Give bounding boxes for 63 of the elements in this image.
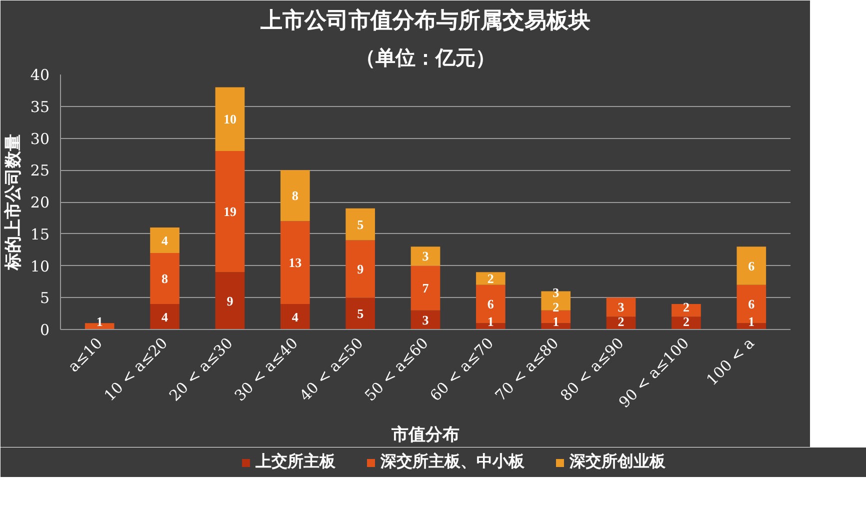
- bar: [410, 310, 440, 330]
- y-axis-title: 标的上市公司数量: [3, 134, 24, 271]
- bar: [150, 253, 180, 304]
- data-label: 1: [748, 314, 755, 329]
- data-label: 9: [226, 293, 234, 308]
- data-label: 3: [422, 248, 430, 264]
- bar: [150, 228, 180, 253]
- y-tick-label: 25: [30, 162, 50, 180]
- bar: [606, 298, 636, 317]
- bar: [476, 272, 506, 285]
- legend-label: 深交所创业板: [570, 452, 666, 472]
- x-tick-label: 100 < a: [702, 334, 758, 390]
- data-label: 13: [288, 255, 302, 270]
- data-label: 9: [357, 261, 364, 276]
- y-tick-label: 40: [30, 66, 50, 84]
- y-tick-label: 15: [30, 225, 50, 244]
- data-label: 2: [487, 271, 494, 286]
- data-label: 2: [682, 299, 690, 314]
- legend-label: 上交所主板: [256, 452, 336, 472]
- y-tick-label: 10: [30, 257, 50, 276]
- data-label: 1: [487, 314, 494, 329]
- y-tick-label: 5: [40, 289, 50, 308]
- data-label: 5: [357, 216, 364, 232]
- data-label: 4: [292, 309, 299, 324]
- data-label: 19: [223, 204, 237, 220]
- data-label: 5: [357, 306, 364, 322]
- data-label: 6: [748, 258, 756, 274]
- bar: [215, 87, 245, 151]
- y-tick-label: 0: [40, 321, 50, 339]
- bar: [736, 246, 766, 285]
- data-label: 2: [682, 314, 690, 329]
- y-tick-label: 30: [30, 130, 50, 148]
- bar: [280, 304, 310, 330]
- bar: [410, 266, 440, 310]
- data-label: 4: [162, 232, 169, 248]
- data-label: 2: [552, 299, 560, 314]
- data-label: 10: [223, 112, 236, 127]
- data-label: 8: [292, 188, 299, 204]
- bar: [215, 151, 245, 272]
- x-axis-title: 市值分布: [390, 424, 460, 445]
- data-label: 6: [748, 296, 756, 312]
- y-tick-label: 35: [30, 98, 50, 116]
- bar: [215, 272, 245, 330]
- data-label: 3: [422, 312, 430, 328]
- data-label: 7: [422, 280, 430, 296]
- legend-label: 深交所主板、中小板: [380, 452, 524, 472]
- bar: [346, 298, 375, 330]
- data-label: 2: [618, 314, 624, 329]
- chart-subtitle: （单位：亿元）: [356, 46, 496, 70]
- data-label: 4: [162, 309, 169, 324]
- bar: [672, 304, 701, 317]
- chart-title: 上市公司市值分布与所属交易板块: [260, 8, 590, 34]
- bar: [280, 170, 310, 222]
- data-label: 6: [487, 296, 494, 312]
- data-label: 3: [618, 299, 625, 314]
- y-tick-label: 20: [30, 194, 50, 212]
- data-label: 1: [552, 314, 560, 329]
- bar: [280, 221, 310, 304]
- bar: [346, 208, 375, 240]
- bar: [346, 240, 375, 298]
- bar: [410, 246, 440, 266]
- data-label: 8: [162, 271, 169, 286]
- bar: [150, 304, 180, 330]
